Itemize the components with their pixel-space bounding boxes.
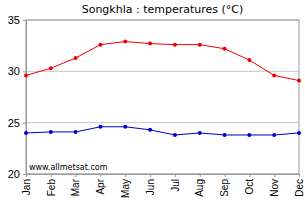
series-marker [24,131,28,135]
series-marker [123,125,127,129]
annotation: www.allmetsat.com [29,163,108,172]
series-marker [98,43,102,47]
series-marker [148,42,152,46]
series-marker [98,125,102,129]
series-line [26,42,299,81]
series-group [24,40,301,137]
series-marker [148,128,152,132]
y-tick-mark [23,20,26,21]
y-tick-label: 25 [8,117,20,129]
plot-frame [26,20,299,174]
x-tick: Nov [269,174,280,197]
series-line [26,127,299,135]
series-marker [49,130,53,134]
series-marker [297,79,301,83]
plot: 20 25 30 35 Jan Feb Mar Apr May Jun Jul Aug Sep Oct No… [8,14,305,198]
y-tick: 20 [8,168,26,180]
x-tick: Aug [194,174,205,197]
x-axis-line [27,175,300,178]
x-axis: Jan Feb Mar Apr May Jun Jul Aug Sep Oct Nov Dec [21,174,305,198]
y-tick: 35 [8,14,26,26]
series-marker [74,130,78,134]
x-tick-mark [225,174,226,177]
x-tick-mark [51,174,52,177]
series-marker [198,131,202,135]
x-tick-label: Nov [269,179,280,197]
x-tick-mark [200,174,201,177]
y-tick-mark [23,71,26,72]
x-tick: Oct [244,174,255,195]
x-tick-mark [150,174,151,177]
x-tick: Jan [21,174,32,195]
x-tick-mark [100,174,101,177]
x-tick-mark [76,174,77,177]
grid-line [26,71,299,72]
x-tick-label: Sep [219,179,230,197]
x-tick-label: Jun [145,179,156,195]
title: Songkhla : temperatures (°C) [82,3,244,16]
x-tick: Feb [46,174,57,196]
x-tick-label: Dec [294,179,305,197]
series-marker [173,43,177,47]
series-marker [223,47,227,51]
series-marker [24,73,28,77]
x-tick: Jun [145,174,156,195]
series-marker [74,56,78,60]
series-marker [247,58,251,62]
y-tick: 25 [8,117,26,129]
series-marker [123,40,127,44]
x-tick-mark [125,174,126,177]
y-tick-mark [23,174,26,175]
x-tick-label: Mar [70,178,81,196]
x-tick-label: Jul [170,179,181,192]
y-axis-line [23,21,27,175]
x-tick-mark [299,174,300,177]
series-marker [223,133,227,137]
series-marker [173,133,177,137]
grid-line [26,122,299,123]
y-tick-mark [23,123,26,124]
y-tick-label: 30 [8,65,20,77]
x-tick-mark [175,174,176,177]
series-marker [272,133,276,137]
y-tick-label: 20 [8,168,20,180]
x-tick: Apr [95,174,106,195]
series-marker [297,131,301,135]
x-tick: Sep [219,174,230,197]
y-tick: 30 [8,65,26,77]
background [0,0,305,200]
y-axis: 20 25 30 35 [8,14,27,180]
x-tick-mark [274,174,275,177]
x-tick: Mar [70,174,81,196]
x-tick-label: Oct [244,179,255,195]
x-tick-label: Jan [21,179,32,195]
x-tick-label: Aug [194,179,205,197]
series-marker [247,133,251,137]
x-tick-mark [249,174,250,177]
series-marker [272,73,276,77]
series-marker [49,66,53,70]
x-tick: Jul [170,174,181,192]
x-tick-label: Apr [95,178,106,194]
x-tick-mark [26,174,27,177]
x-tick: Dec [294,174,305,197]
y-tick-label: 35 [8,14,20,26]
x-tick-label: Feb [46,179,57,197]
series-marker [198,43,202,47]
x-tick-label: May [120,179,131,198]
x-tick: May [120,174,131,198]
